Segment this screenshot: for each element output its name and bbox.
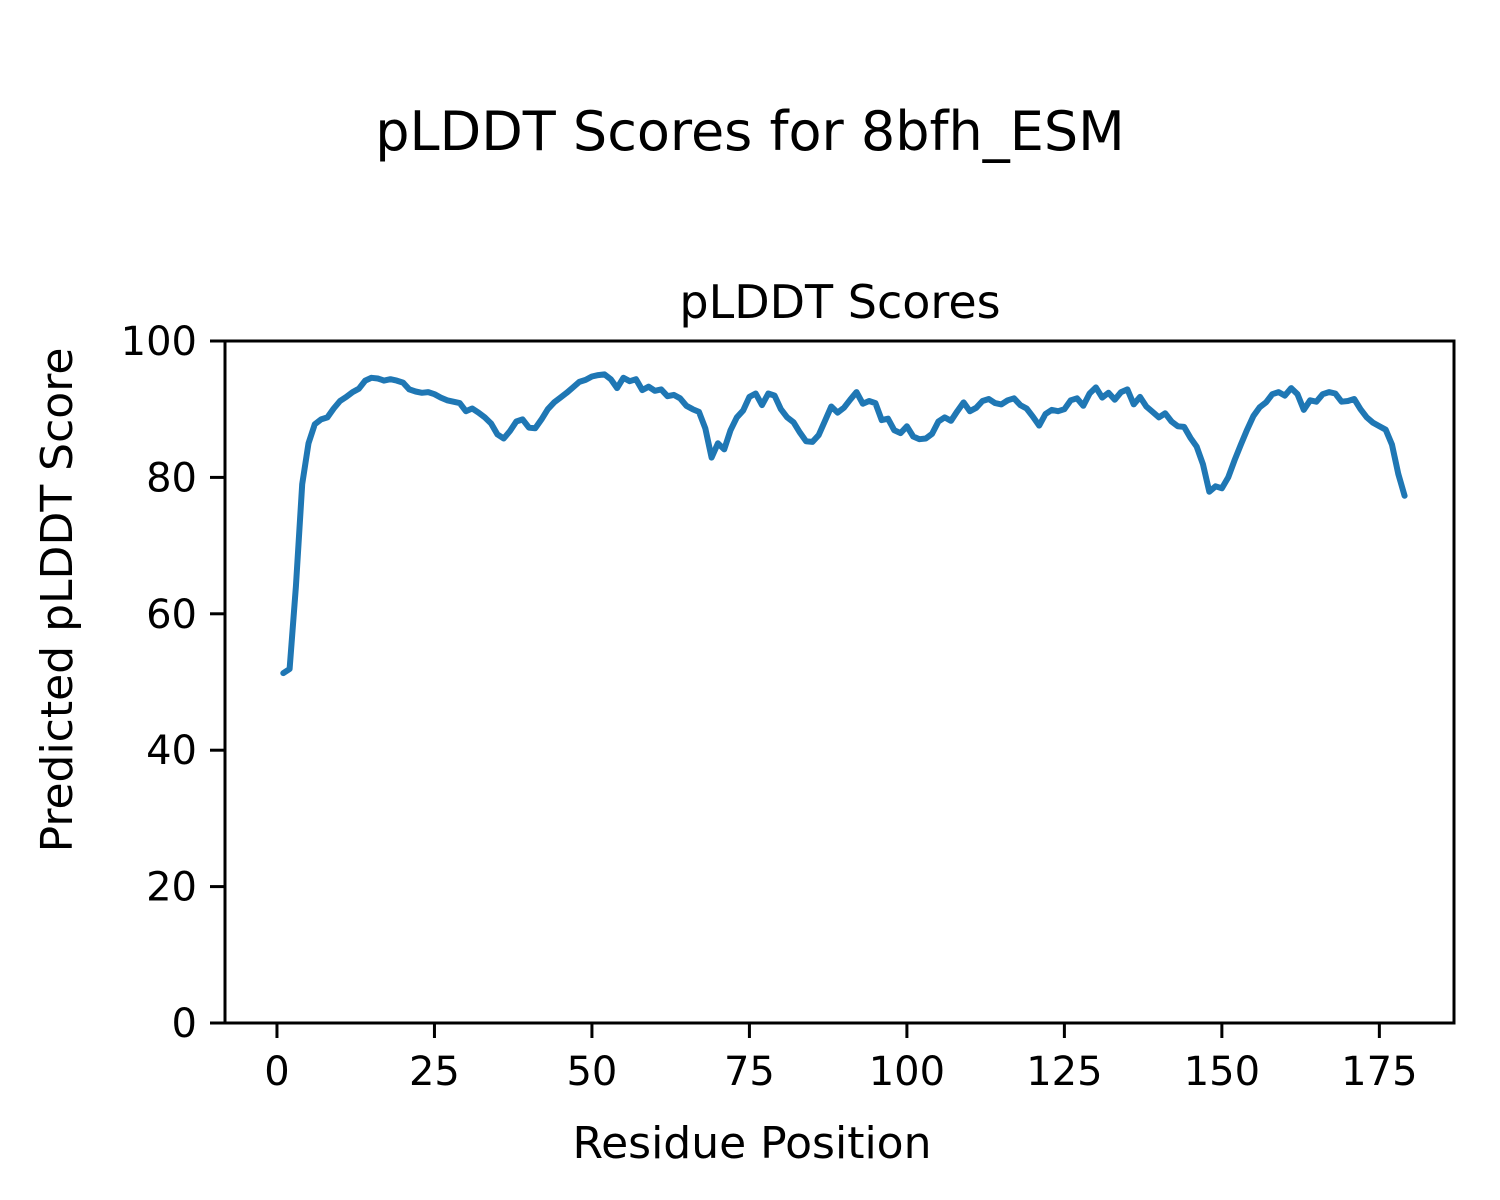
x-tick-0-label: 0 [264,1049,289,1095]
y-tick-80-label: 80 [146,455,197,501]
x-axis-label: Residue Position [572,1118,931,1169]
y-tick-40-label: 40 [146,728,197,774]
x-axis: 0 25 50 75 100 125 150 175 [264,1023,1418,1095]
axes-title: pLDDT Scores [679,275,1000,329]
figure-title: pLDDT Scores for 8bfh_ESM [375,100,1125,163]
plot-area [223,339,1456,1025]
x-tick-25-label: 25 [409,1049,460,1095]
y-tick-20-label: 20 [146,865,197,911]
x-tick-175-label: 175 [1341,1049,1417,1095]
x-tick-125-label: 125 [1026,1049,1102,1095]
y-axis-label: Predicted pLDDT Score [32,348,83,853]
y-tick-100-label: 100 [121,319,197,365]
y-tick-0-label: 0 [172,1001,197,1047]
x-tick-150-label: 150 [1184,1049,1260,1095]
x-tick-100-label: 100 [869,1049,945,1095]
x-tick-75-label: 75 [724,1049,775,1095]
plddt-line [280,371,1408,677]
y-axis: 0 20 40 60 80 100 [121,319,225,1047]
x-tick-50-label: 50 [566,1049,617,1095]
y-tick-60-label: 60 [146,592,197,638]
